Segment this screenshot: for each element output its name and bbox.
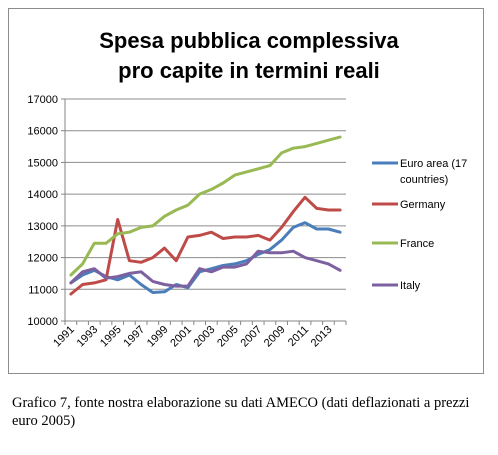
figure-caption: Grafico 7, fonte nostra elaborazione su … <box>12 395 470 429</box>
series-line-france <box>69 135 342 277</box>
y-tick-label: 10000 <box>27 316 58 328</box>
y-tick-label: 15000 <box>27 157 58 169</box>
y-tick-label: 13000 <box>27 221 58 233</box>
x-tick-label: 2013 <box>309 324 335 350</box>
legend-label: countries) <box>400 174 448 186</box>
legend-label: France <box>400 238 434 250</box>
legend-label: Euro area (17 <box>400 158 467 170</box>
y-tick-label: 11000 <box>28 284 58 296</box>
chart-frame <box>8 8 484 374</box>
series-line-germany <box>69 195 342 296</box>
chart-title-line-1: Spesa pubblica complessiva <box>99 28 399 53</box>
x-tick-label: 1993 <box>75 324 101 350</box>
x-tick-label: 1995 <box>98 324 124 350</box>
y-tick-label: 12000 <box>27 253 58 265</box>
x-tick-label: 2009 <box>262 324 288 350</box>
y-tick-label: 14000 <box>27 189 58 201</box>
y-tick-label: 17000 <box>27 94 58 106</box>
x-tick-label: 2003 <box>192 324 218 350</box>
legend-label: Germany <box>400 199 446 211</box>
legend-label: Italy <box>400 280 421 292</box>
x-tick-label: 1999 <box>145 324 171 350</box>
x-tick-label: 2007 <box>239 324 265 350</box>
x-tick-label: 1997 <box>121 324 147 350</box>
x-tick-label: 2001 <box>168 324 194 350</box>
chart-title-line-2: pro capite in termini reali <box>118 58 380 83</box>
series-line-italy <box>69 249 342 288</box>
x-tick-label: 2011 <box>286 324 311 349</box>
y-tick-label: 16000 <box>27 126 58 138</box>
x-tick-label: 2005 <box>215 324 241 350</box>
line-chart: 10000 11000 12000 13000 14000 15000 16000 17000… <box>27 94 467 350</box>
